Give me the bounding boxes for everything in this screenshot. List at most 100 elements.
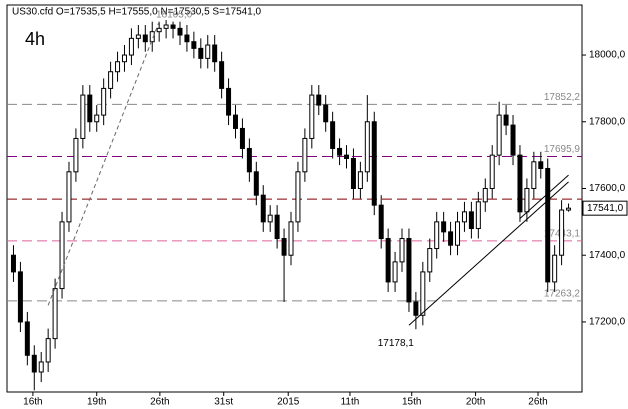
candle-body <box>337 147 343 156</box>
candle-body <box>149 31 155 43</box>
candle-body <box>73 137 79 173</box>
candle-body <box>177 27 183 36</box>
candle-body <box>31 354 37 373</box>
price-label: 17541,0 <box>587 203 624 214</box>
candle-body <box>59 221 65 290</box>
candle-body <box>45 338 51 363</box>
candle-body <box>482 187 488 203</box>
trend-line <box>47 21 160 306</box>
candle-body <box>101 87 107 116</box>
x-tick-label: 26th <box>528 397 547 408</box>
annotation: 18105,0 <box>156 10 193 21</box>
candle-body <box>378 204 384 240</box>
candle-body <box>503 114 509 126</box>
price-box <box>582 200 628 216</box>
candle-body <box>205 44 211 59</box>
candle-body <box>461 211 467 223</box>
trend-line <box>408 181 569 326</box>
candle-body <box>135 34 141 39</box>
candle-body <box>489 154 495 189</box>
level-label: 17695,9 <box>544 144 581 155</box>
candle-body <box>128 37 134 56</box>
candle-body <box>198 47 204 59</box>
candle-body <box>80 94 86 139</box>
timeframe: 4h <box>25 29 45 49</box>
candle-body <box>66 171 72 223</box>
candle-body <box>288 221 294 256</box>
candle-body <box>142 34 148 43</box>
candle-body <box>371 121 377 206</box>
candle-body <box>538 161 544 169</box>
candle-body <box>559 209 565 256</box>
x-tick-label: 15th <box>402 397 421 408</box>
x-tick-label: 16th <box>23 397 42 408</box>
candle-body <box>441 221 447 233</box>
candle-body <box>121 54 127 63</box>
chart-title: US30.cfd O=17535,5 H=17555,0 N=17530,5 S… <box>12 7 262 18</box>
candle-body <box>392 261 398 283</box>
candle-body <box>219 61 225 89</box>
candle-body <box>163 24 169 29</box>
plot-frame <box>6 4 583 393</box>
candle-body <box>94 114 100 123</box>
candle-body <box>184 34 190 43</box>
candle-body <box>295 171 301 223</box>
candle-body <box>170 24 176 29</box>
candle-body <box>399 238 405 263</box>
candle-body <box>517 154 523 213</box>
x-tick-label: 31st <box>214 397 233 408</box>
candle-body <box>323 104 329 123</box>
candle-body <box>87 94 93 123</box>
x-tick-label: 20th <box>466 397 485 408</box>
candle-body <box>10 254 16 273</box>
annotation: 17178,1 <box>378 338 415 349</box>
candle-body <box>350 157 356 189</box>
y-tick-label: 17400,0 <box>589 250 626 261</box>
candle-body <box>385 238 391 283</box>
level-label: 17852,2 <box>544 92 581 103</box>
candle-body <box>253 171 259 196</box>
y-tick-label: 18000,0 <box>589 50 626 61</box>
x-tick-label: 2015 <box>277 397 300 408</box>
candle-body <box>524 187 530 213</box>
candle-body <box>274 214 280 240</box>
candle-body <box>364 121 370 173</box>
y-tick-label: 17800,0 <box>589 116 626 127</box>
candle-body <box>455 221 461 246</box>
candle-body <box>344 154 350 159</box>
candle-body <box>281 238 287 256</box>
candle-body <box>420 271 426 316</box>
candle-body <box>260 194 266 223</box>
candle-body <box>357 171 363 189</box>
candle-body <box>510 124 516 156</box>
y-tick-label: 17600,0 <box>589 183 626 194</box>
candle-body <box>226 87 232 116</box>
candle-body <box>302 137 308 173</box>
candle-body <box>115 61 121 73</box>
candle-body <box>191 41 197 49</box>
candle-body <box>545 167 551 283</box>
candle-body <box>267 214 273 223</box>
y-tick-label: 17200,0 <box>589 317 626 328</box>
candle-body <box>24 321 30 356</box>
candle-body <box>17 271 23 323</box>
candle-body <box>531 161 537 189</box>
x-tick-label: 19th <box>87 397 106 408</box>
candle-body <box>239 127 245 149</box>
candle-body <box>475 201 481 230</box>
candle-body <box>468 211 474 230</box>
candle-body <box>108 71 114 89</box>
candle-body <box>552 254 558 283</box>
candle-body <box>246 147 252 173</box>
candle-body <box>316 94 322 106</box>
candle-body <box>309 94 315 139</box>
candle-body <box>566 207 572 211</box>
candle-body <box>38 361 44 373</box>
candle-body <box>413 301 419 316</box>
x-tick-label: 26th <box>150 397 169 408</box>
candle-body <box>496 114 502 156</box>
candle-body <box>156 27 162 33</box>
candle-body <box>434 221 440 250</box>
candle-body <box>212 44 218 63</box>
